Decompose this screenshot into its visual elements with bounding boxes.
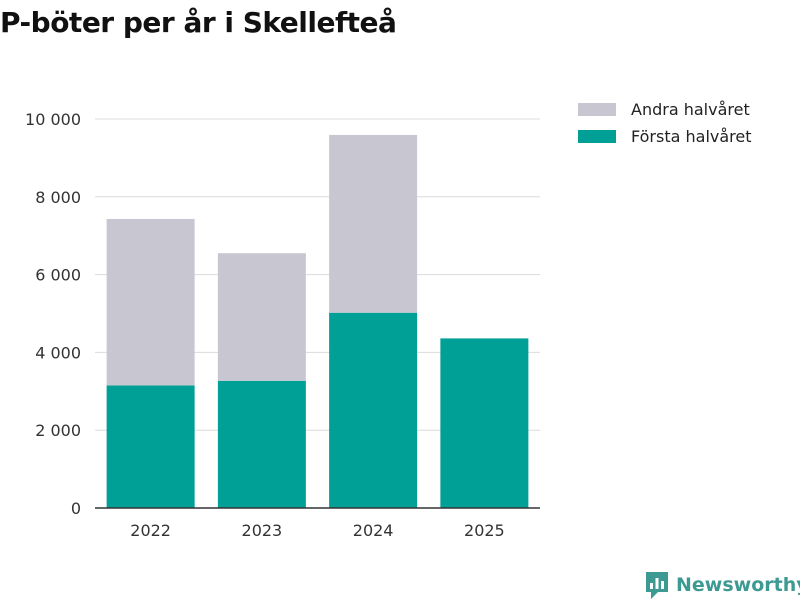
bar-forsta-2023 [217,380,306,508]
bar-forsta-2022 [106,385,195,508]
legend-label-forsta: Första halvåret [631,127,752,146]
brand-logo[interactable]: Newsworthy [644,570,800,600]
legend-swatch-andra [578,103,616,116]
brand-name: Newsworthy [676,574,800,596]
axes: 0 2 000 4 000 6 000 8 000 10 000 2022 2023 2024 2… [25,110,540,540]
bar-forsta-2025 [440,338,529,508]
x-tick-label: 2024 [353,521,394,540]
legend-item-forsta[interactable]: Första halvåret [578,123,752,150]
y-tick-label: 10 000 [25,110,81,129]
y-tick-label: 0 [71,499,81,518]
y-tick-label: 4 000 [35,343,81,362]
bar-andra-2022 [106,218,195,386]
x-tick-label: 2025 [464,521,505,540]
legend-label-andra: Andra halvåret [631,100,750,119]
x-tick-label: 2023 [242,521,283,540]
legend-item-andra[interactable]: Andra halvåret [578,96,752,123]
bars [106,134,529,508]
legend-swatch-forsta [578,130,616,143]
y-tick-label: 8 000 [35,188,81,207]
newsworthy-logo-icon [646,572,668,599]
x-tick-label: 2022 [130,521,171,540]
y-tick-label: 2 000 [35,421,81,440]
bar-andra-2023 [217,253,306,381]
bar-andra-2024 [329,134,418,313]
legend: Andra halvåret Första halvåret [578,96,752,150]
y-tick-label: 6 000 [35,266,81,285]
chart-title: P-böter per år i Skellefteå [0,6,397,39]
bar-forsta-2024 [329,312,418,508]
